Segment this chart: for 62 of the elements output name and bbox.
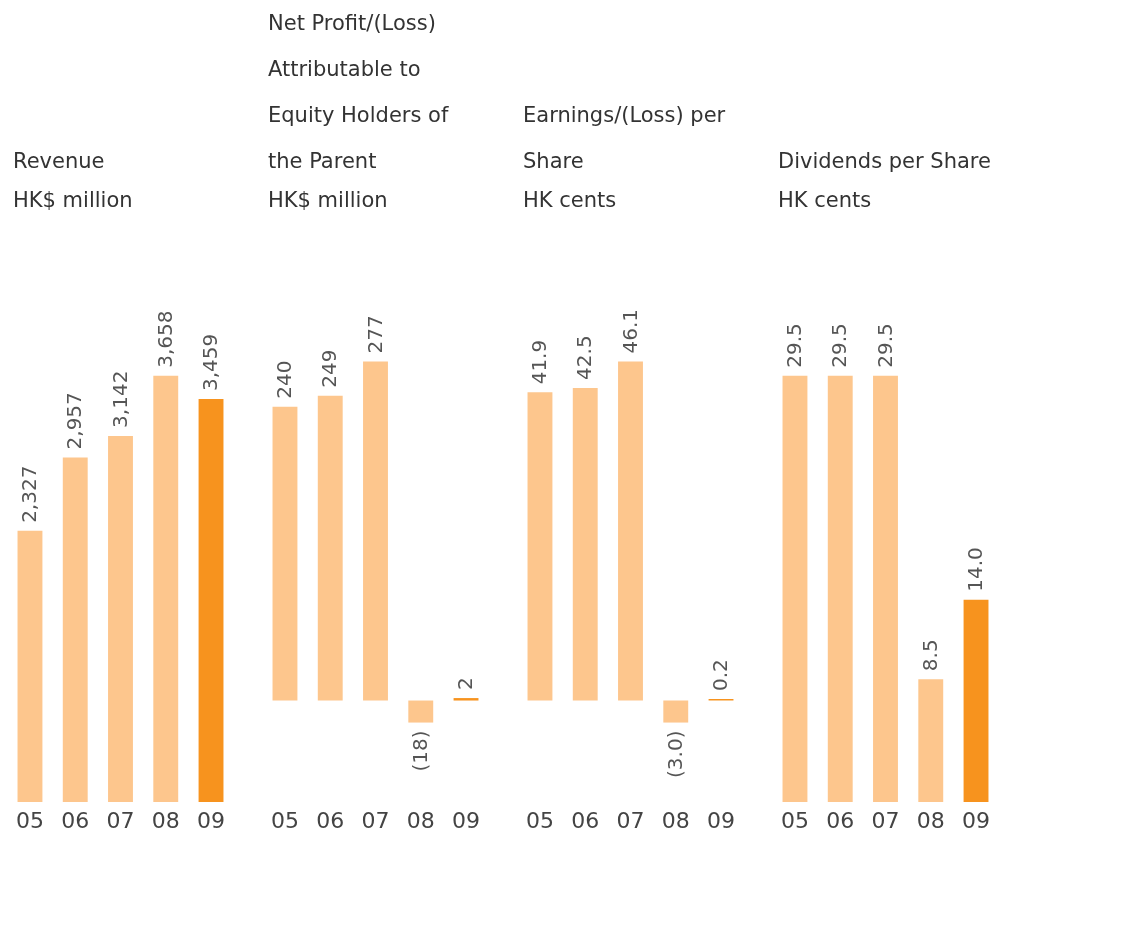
data-label: 41.9	[526, 339, 551, 385]
data-label: 2	[453, 677, 478, 691]
data-label: 29.5	[781, 323, 806, 368]
data-label: 3,459	[198, 333, 223, 391]
data-label: 8.5	[917, 639, 942, 672]
data-label: 2,957	[62, 392, 87, 450]
data-label: 46.1	[617, 308, 642, 354]
data-label: (18)	[407, 730, 432, 772]
bar	[62, 457, 88, 802]
x-tick-label: 05	[270, 807, 299, 833]
bar	[17, 530, 43, 802]
chart-title: Revenue	[13, 149, 105, 173]
x-tick-label: 06	[571, 807, 600, 833]
data-label: 0.2	[708, 659, 733, 692]
bar	[408, 700, 434, 723]
x-tick-label: 09	[962, 807, 991, 833]
data-label: 277	[362, 315, 387, 354]
x-tick-label: 08	[916, 807, 945, 833]
bar	[572, 387, 598, 701]
data-label: 29.5	[827, 323, 852, 368]
bar	[527, 392, 553, 701]
data-label: 249	[317, 349, 342, 388]
chart-subtitle: HK$ million	[13, 188, 133, 212]
bar	[108, 435, 133, 802]
x-tick-label: 05	[525, 807, 554, 833]
chart-subtitle: HK$ million	[268, 188, 388, 212]
x-tick-label: 07	[106, 807, 135, 833]
bar	[363, 361, 388, 701]
data-label: 14.0	[963, 547, 988, 592]
x-tick-label: 07	[361, 807, 390, 833]
data-label: 3,142	[107, 370, 132, 428]
chart-title: Earnings/(Loss) per Share	[523, 103, 726, 173]
x-tick-label: 09	[452, 807, 481, 833]
chart-subtitle: HK cents	[778, 188, 872, 212]
x-tick-label: 09	[707, 807, 736, 833]
data-label: 2,327	[16, 465, 41, 523]
data-label: 42.5	[572, 335, 597, 380]
data-label: (3.0)	[662, 730, 687, 778]
data-label: 29.5	[872, 323, 897, 368]
x-tick-label: 09	[197, 807, 226, 833]
chart-subtitle: HK cents	[523, 188, 617, 212]
x-tick-label: 06	[826, 807, 855, 833]
x-tick-label: 08	[661, 807, 690, 833]
x-tick-label: 08	[406, 807, 435, 833]
x-tick-label: 05	[780, 807, 809, 833]
bar	[453, 698, 479, 701]
bar	[153, 375, 179, 802]
x-tick-label: 06	[316, 807, 345, 833]
bar	[198, 398, 224, 802]
chart-title: Net Profit/(Loss) Attributable to Equity Holders of the Parent	[268, 11, 449, 173]
x-tick-label: 07	[871, 807, 900, 833]
bar	[272, 406, 298, 701]
data-label: 3,658	[152, 310, 177, 368]
bar	[618, 361, 643, 701]
x-tick-label: 05	[15, 807, 44, 833]
x-tick-label: 06	[61, 807, 90, 833]
bar	[317, 395, 343, 701]
bar	[663, 700, 689, 723]
x-tick-label: 07	[616, 807, 645, 833]
chart-title: Dividends per Share	[778, 149, 991, 173]
x-tick-label: 08	[151, 807, 180, 833]
data-label: 240	[271, 360, 296, 399]
